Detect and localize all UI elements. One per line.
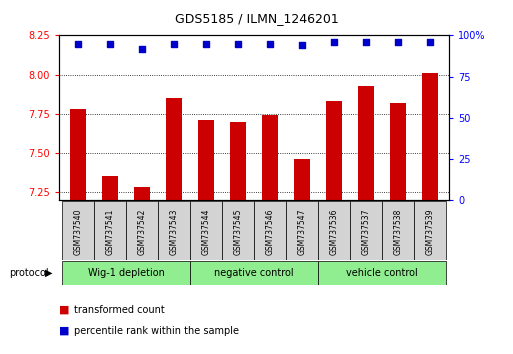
Point (170, 41, 178, 46)
Point (330, 39, 338, 45)
Point (393, 39, 402, 45)
Text: percentile rank within the sample: percentile rank within the sample (74, 326, 240, 336)
Bar (126, 201, 158, 260)
Point (362, 39, 370, 45)
Text: GSM737547: GSM737547 (298, 209, 306, 255)
Text: GSM737536: GSM737536 (329, 209, 339, 255)
Bar (62, 261, 190, 285)
Text: GSM737545: GSM737545 (233, 209, 243, 255)
Point (426, 39, 434, 45)
Point (106, 41, 114, 46)
Bar (390, 103, 406, 200)
Bar (318, 201, 350, 260)
Point (202, 41, 210, 46)
Bar (70, 109, 86, 200)
Bar (254, 201, 286, 260)
Text: GSM737539: GSM737539 (425, 209, 434, 255)
Point (74, 41, 82, 46)
Bar (190, 201, 222, 260)
Text: transformed count: transformed count (74, 305, 165, 315)
Bar (358, 86, 374, 200)
Bar (230, 122, 246, 200)
Bar (62, 201, 94, 260)
Text: negative control: negative control (214, 268, 294, 278)
Bar (102, 177, 118, 200)
Text: GSM737543: GSM737543 (169, 209, 179, 255)
Point (298, 42, 306, 48)
Text: GDS5185 / ILMN_1246201: GDS5185 / ILMN_1246201 (174, 12, 339, 25)
Bar (134, 188, 150, 200)
Bar (158, 201, 190, 260)
Bar (94, 201, 126, 260)
Text: ■: ■ (59, 326, 69, 336)
Bar (286, 201, 318, 260)
Bar (326, 101, 342, 200)
Text: GSM737540: GSM737540 (74, 209, 83, 255)
Bar (422, 73, 438, 200)
Text: Wig-1 depletion: Wig-1 depletion (88, 268, 165, 278)
Text: ▶: ▶ (45, 268, 53, 278)
Text: GSM737542: GSM737542 (137, 209, 147, 255)
Point (266, 41, 274, 46)
Text: protocol: protocol (9, 268, 49, 278)
Text: GSM737546: GSM737546 (265, 209, 274, 255)
Bar (222, 201, 254, 260)
Text: GSM737541: GSM737541 (106, 209, 114, 255)
Bar (198, 120, 214, 200)
Bar (190, 261, 318, 285)
Text: GSM737544: GSM737544 (202, 209, 210, 255)
Bar (318, 261, 446, 285)
Text: vehicle control: vehicle control (346, 268, 418, 278)
Text: GSM737538: GSM737538 (393, 209, 402, 255)
Text: GSM737537: GSM737537 (361, 209, 370, 255)
Bar (382, 201, 413, 260)
Text: ■: ■ (59, 305, 69, 315)
Point (138, 46, 146, 51)
Bar (262, 115, 278, 200)
Bar (350, 201, 382, 260)
Point (234, 41, 242, 46)
Bar (166, 98, 182, 200)
Bar (294, 159, 310, 200)
Bar (413, 201, 446, 260)
